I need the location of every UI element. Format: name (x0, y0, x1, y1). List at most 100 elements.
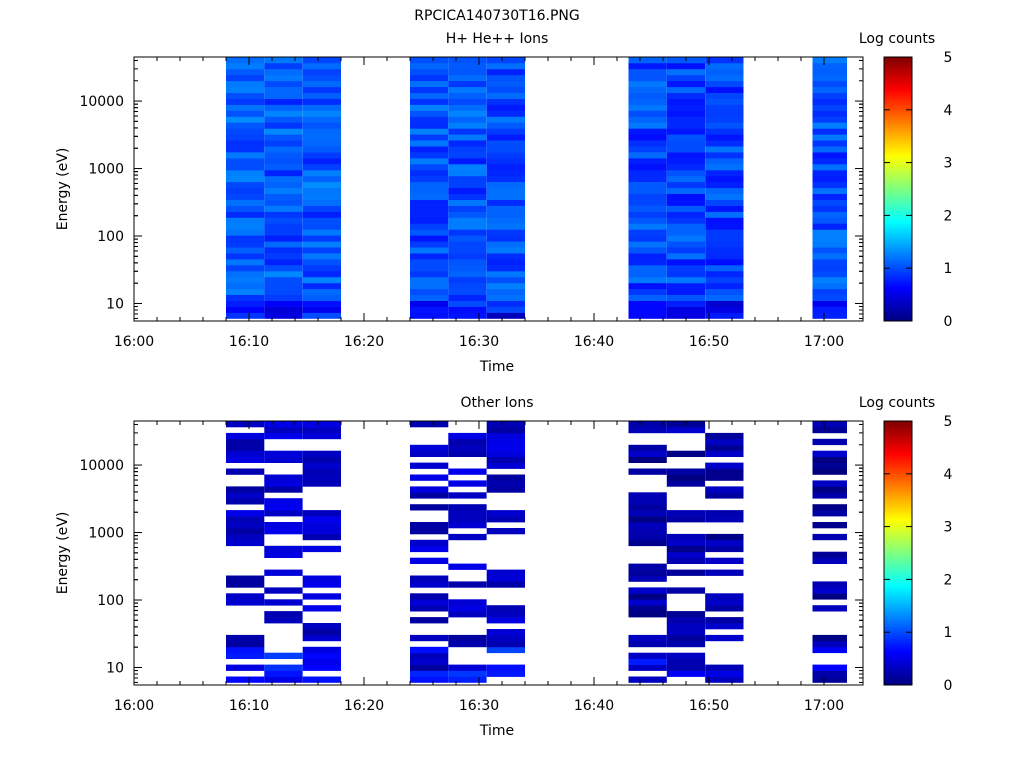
heatmap-cell (226, 306, 265, 313)
heatmap-cell (666, 86, 706, 93)
heatmap-cell (264, 92, 303, 99)
heatmap-cell (226, 522, 265, 529)
heatmap-cell (264, 74, 303, 82)
heatmap-cell (812, 312, 847, 319)
heatmap-cell (705, 175, 744, 183)
heatmap-cell (812, 438, 847, 446)
heatmap-cell (448, 468, 487, 475)
heatmap-cell (812, 581, 847, 588)
heatmap-cell (302, 581, 341, 588)
heatmap-cell (226, 510, 265, 517)
heatmap-cell (226, 444, 265, 452)
heatmap-cell (628, 306, 667, 313)
heatmap-cell (226, 438, 265, 446)
heatmap-cell (628, 128, 667, 135)
heatmap-cell (705, 80, 744, 88)
heatmap-cell (666, 533, 706, 541)
colorbar-tick-label: 3 (944, 156, 953, 172)
heatmap-cell (302, 116, 341, 123)
heatmap-cell (448, 140, 487, 147)
heatmap-cell (264, 611, 303, 618)
heatmap-cell (410, 557, 449, 564)
heatmap-cell (705, 265, 744, 272)
heatmap-cell (264, 599, 303, 606)
heatmap-cell (264, 217, 303, 224)
heatmap-cell (410, 199, 449, 206)
heatmap-cell (705, 634, 744, 642)
heatmap-cell (812, 492, 847, 499)
heatmap-cell (410, 288, 449, 295)
heatmap-cell (705, 57, 744, 64)
heatmap-cell (705, 276, 744, 284)
heatmap-cell (302, 169, 341, 177)
heatmap-cell (302, 306, 341, 313)
heatmap-cell (666, 300, 706, 307)
x-tick-label: 16:50 (689, 334, 729, 350)
heatmap-cell (264, 306, 303, 313)
heatmap-cell (410, 86, 449, 93)
heatmap-cell (448, 193, 487, 200)
heatmap-cell (666, 306, 706, 313)
heatmap-cell (448, 199, 487, 206)
heatmap-cell (666, 169, 706, 177)
heatmap-cell (486, 158, 525, 165)
heatmap-cell (628, 247, 667, 254)
heatmap-cell (486, 134, 525, 141)
heatmap-cell (486, 68, 525, 76)
colorbar-ticks: 0 1 2 3 4 5 (884, 414, 953, 694)
heatmap-cell (812, 158, 847, 165)
heatmap-cell (705, 253, 744, 260)
heatmap-cell (302, 480, 341, 487)
heatmap-cell (410, 241, 449, 248)
heatmap-cell (226, 312, 265, 319)
heatmap-cell (666, 128, 706, 135)
heatmap-cell (448, 235, 487, 242)
heatmap-cell (812, 223, 847, 230)
heatmap-cell (302, 646, 341, 654)
heatmap-cell (226, 634, 265, 642)
heatmap-cell (302, 522, 341, 529)
heatmap-cell (705, 116, 744, 123)
heatmap-cell (410, 92, 449, 99)
heatmap-cell (666, 611, 706, 618)
y-tick-label: 1000 (88, 526, 124, 542)
heatmap-cell (705, 462, 744, 469)
heatmap-cell (410, 259, 449, 266)
heatmap-cell (666, 253, 706, 260)
heatmap-cell (705, 211, 744, 218)
y-tick-label: 10 (106, 296, 124, 312)
heatmap-cell (812, 551, 847, 558)
heatmap-cell (486, 426, 525, 434)
heatmap-cell (628, 62, 667, 70)
heatmap-cell (410, 664, 449, 671)
heatmap-cell (666, 110, 706, 117)
heatmap-cell (264, 664, 303, 671)
heatmap-cell (302, 421, 341, 428)
heatmap-cell (448, 676, 487, 683)
heatmap-cell (628, 217, 667, 224)
heatmap-cell (628, 205, 667, 212)
heatmap-cell (302, 86, 341, 93)
heatmap-cell (812, 235, 847, 242)
heatmap-cell (812, 253, 847, 260)
heatmap-cell (705, 223, 744, 230)
heatmap-cell (486, 74, 525, 82)
heatmap-cell (486, 110, 525, 117)
heatmap-cell (226, 646, 265, 654)
heatmap-cells (226, 421, 847, 683)
heatmap-cell (448, 181, 487, 189)
heatmap-cell (264, 617, 303, 624)
heatmap-cell (705, 623, 744, 630)
heatmap-cell (264, 522, 303, 529)
heatmap-cell (410, 486, 449, 493)
heatmap-cell (666, 74, 706, 82)
heatmap-cell (302, 74, 341, 82)
heatmap-cell (666, 652, 706, 659)
x-tick-label: 16:00 (114, 698, 154, 714)
panel-title: Other Ions (460, 395, 533, 411)
heatmap-cell (264, 122, 303, 129)
heatmap-cell (264, 140, 303, 147)
heatmap-cell (486, 211, 525, 218)
heatmap-cell (302, 528, 341, 535)
y-axis: 10 100 1000 10000 (79, 59, 863, 319)
